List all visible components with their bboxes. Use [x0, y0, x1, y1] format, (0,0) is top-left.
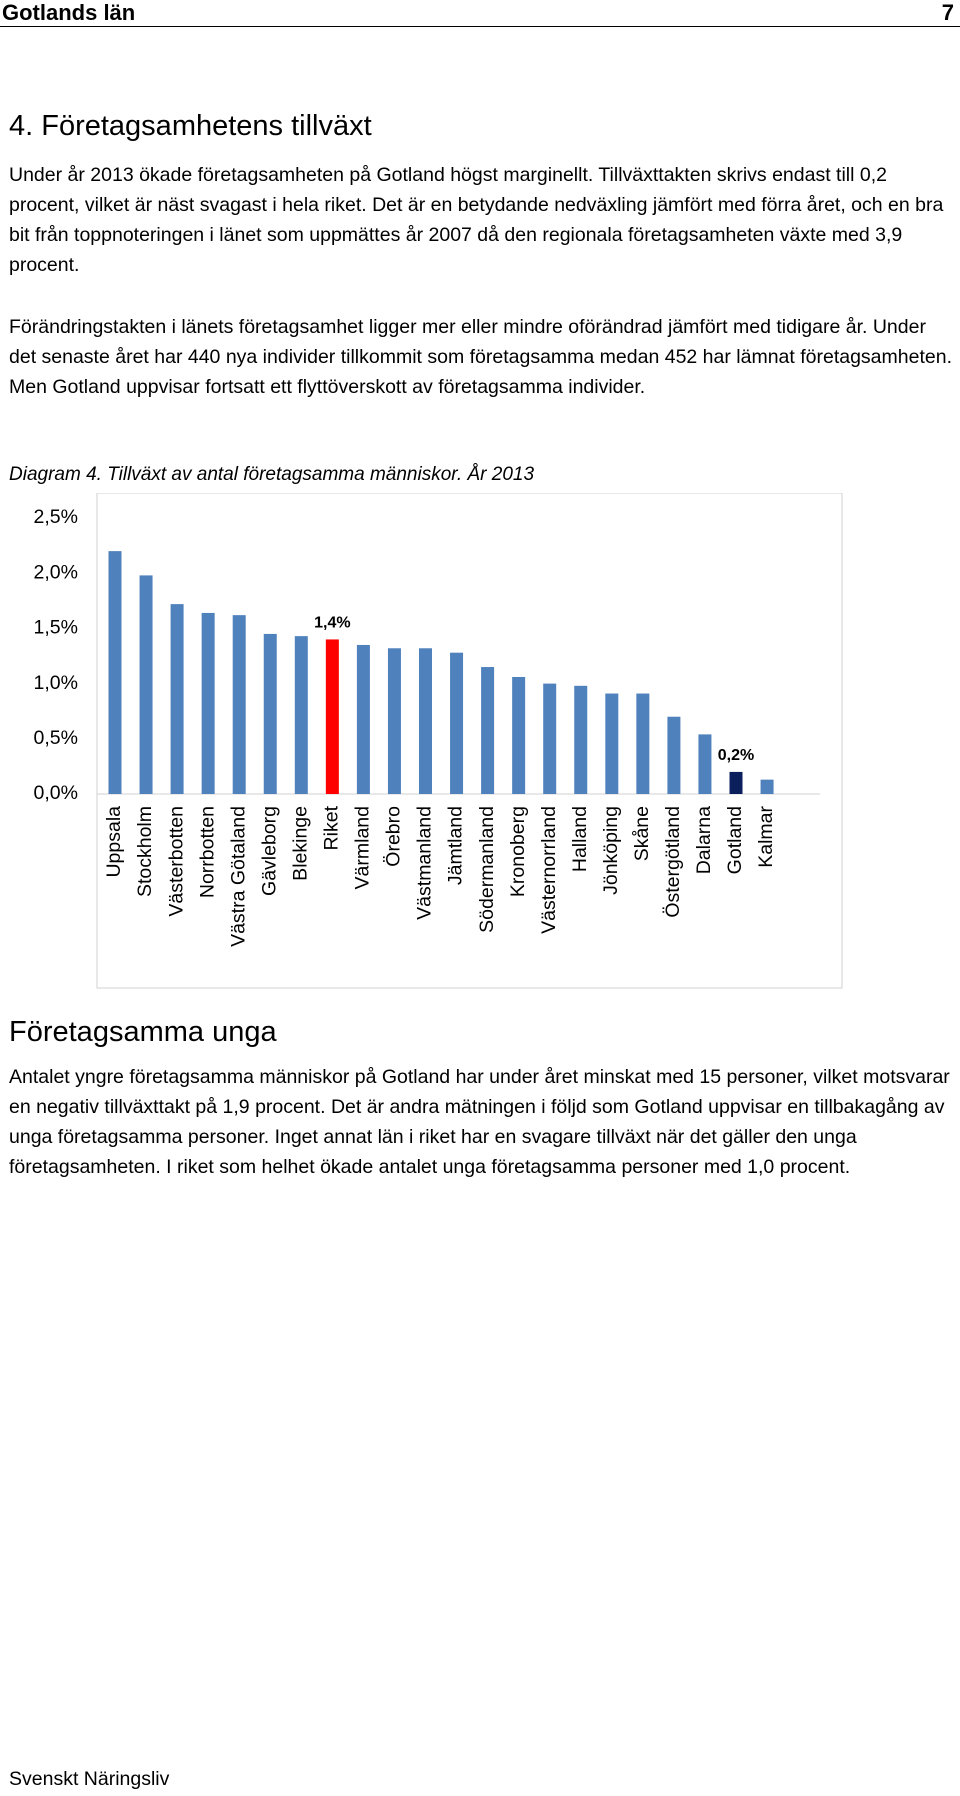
- x-tick-label: Örebro: [383, 806, 405, 867]
- bar: [667, 716, 681, 794]
- paragraph: Under år 2013 ökade företagsamheten på G…: [9, 164, 944, 276]
- x-tick-label: Halland: [569, 806, 591, 872]
- bar: [605, 693, 619, 794]
- header-title: Gotlands län: [2, 0, 136, 25]
- x-tick-label: Östergötland: [662, 806, 684, 918]
- subsection-title: Företagsamma unga: [9, 1016, 277, 1048]
- x-tick-label: Jämtland: [445, 806, 467, 885]
- x-tick-label: Gotland: [724, 806, 746, 874]
- x-tick-label: Riket: [321, 805, 343, 850]
- x-tick-label: Uppsala: [103, 806, 125, 878]
- bar: [419, 648, 432, 794]
- bar: [294, 636, 308, 794]
- x-tick-label: Skåne: [631, 806, 653, 861]
- header-rule: [0, 26, 960, 27]
- x-tick-label: Västmanland: [414, 806, 436, 920]
- x-tick-label: Kalmar: [755, 806, 777, 868]
- bar: [574, 685, 588, 794]
- bar: [325, 639, 339, 794]
- x-tick-label: Gävleborg: [258, 806, 280, 896]
- bar: [760, 779, 774, 794]
- x-tick-label: Västernorrland: [538, 806, 560, 934]
- page-number: 7: [941, 0, 954, 25]
- x-tick-label: Dalarna: [693, 806, 715, 874]
- x-tick-label: Västra Götaland: [227, 806, 249, 947]
- section-title: 4. Företagsamhetens tillväxt: [9, 110, 372, 142]
- value-label: 1,4%: [314, 615, 350, 632]
- paragraph: Förändringstakten i länets företagsamhet…: [9, 316, 952, 398]
- bar: [170, 604, 184, 794]
- x-tick-label: Värmland: [352, 806, 374, 889]
- x-tick-label: Norrbotten: [196, 806, 218, 898]
- x-tick-label: Västerbotten: [165, 806, 187, 917]
- x-tick-label: Kronoberg: [507, 806, 529, 897]
- bar: [387, 648, 401, 794]
- bar: [108, 551, 122, 794]
- y-tick-label: 1,0%: [34, 672, 78, 694]
- chart-caption: Diagram 4. Tillväxt av antal företagsamm…: [9, 464, 535, 485]
- chart-frame: [96, 493, 843, 989]
- bar: [543, 683, 557, 794]
- bar: [201, 612, 215, 794]
- y-tick-label: 0,0%: [34, 782, 78, 804]
- bar: [232, 615, 246, 794]
- bar: [512, 676, 526, 794]
- x-tick-label: Stockholm: [134, 806, 156, 897]
- bar: [481, 667, 495, 794]
- bar: [139, 575, 153, 794]
- paragraph: Antalet yngre företagsamma människor på …: [9, 1066, 950, 1178]
- chart: 0,0% 0,5% 1,0% 1,5% 2,0% 2,5% Uppsala Stockholm…: [34, 493, 843, 989]
- footer: Svenskt Näringsliv: [9, 1768, 170, 1790]
- y-tick-label: 2,0%: [34, 561, 78, 583]
- x-tick-label: Blekinge: [289, 806, 311, 881]
- bar: [263, 633, 277, 794]
- bar: [636, 693, 650, 794]
- x-tick-label: Södermanland: [476, 806, 498, 933]
- bar: [729, 771, 743, 794]
- value-label: 0,2%: [718, 747, 754, 764]
- y-tick-label: 2,5%: [34, 506, 78, 528]
- bar: [356, 644, 370, 794]
- y-tick-label: 0,5%: [34, 727, 78, 749]
- bar: [698, 734, 712, 794]
- x-tick-label: Jönköping: [600, 806, 622, 895]
- bar: [450, 652, 464, 794]
- y-tick-label: 1,5%: [34, 617, 78, 639]
